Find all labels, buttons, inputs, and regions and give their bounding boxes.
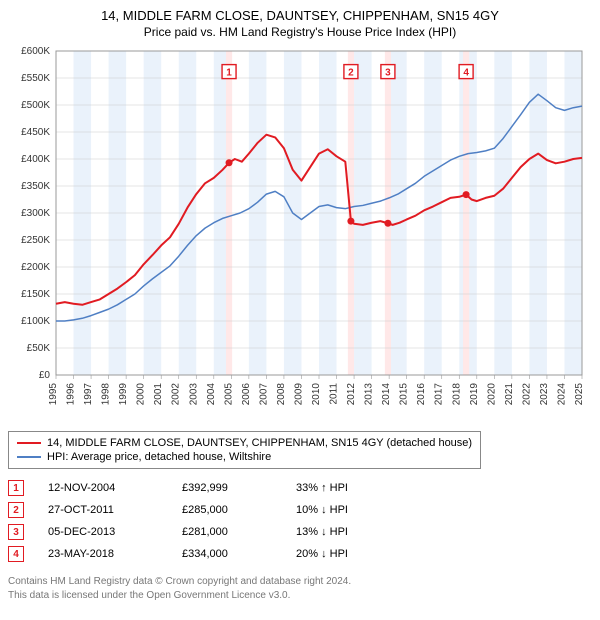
svg-text:1999: 1999: [118, 383, 129, 406]
legend: 14, MIDDLE FARM CLOSE, DAUNTSEY, CHIPPEN…: [8, 431, 481, 469]
svg-text:£450K: £450K: [21, 127, 50, 138]
sale-hpi-diff: 13% ↓ HPI: [296, 526, 406, 538]
sale-hpi-diff: 20% ↓ HPI: [296, 548, 406, 560]
svg-text:2015: 2015: [399, 383, 410, 406]
svg-text:1996: 1996: [66, 383, 77, 406]
footer-line2: This data is licensed under the Open Gov…: [8, 589, 592, 603]
svg-text:2003: 2003: [188, 383, 199, 406]
sale-price: £334,000: [182, 548, 272, 560]
svg-text:2007: 2007: [258, 383, 269, 406]
sale-hpi-diff: 10% ↓ HPI: [296, 504, 406, 516]
legend-item: HPI: Average price, detached house, Wilt…: [17, 450, 472, 464]
legend-swatch: [17, 456, 41, 458]
title-line1: 14, MIDDLE FARM CLOSE, DAUNTSEY, CHIPPEN…: [8, 8, 592, 23]
svg-text:2014: 2014: [381, 383, 392, 406]
svg-text:2019: 2019: [469, 383, 480, 406]
svg-text:1997: 1997: [83, 383, 94, 406]
svg-text:2024: 2024: [556, 383, 567, 406]
legend-swatch: [17, 442, 41, 444]
svg-text:2021: 2021: [504, 383, 515, 406]
sale-hpi-diff: 33% ↑ HPI: [296, 482, 406, 494]
title-line2: Price paid vs. HM Land Registry's House …: [8, 25, 592, 39]
svg-text:2013: 2013: [364, 383, 375, 406]
sale-marker-badge: 1: [8, 480, 24, 496]
svg-text:2009: 2009: [293, 383, 304, 406]
svg-text:2017: 2017: [434, 383, 445, 406]
sales-table: 1 12-NOV-2004 £392,999 33% ↑ HPI 2 27-OCT-201…: [8, 477, 592, 565]
footer-attribution: Contains HM Land Registry data © Crown c…: [8, 575, 592, 602]
svg-text:1995: 1995: [48, 383, 59, 406]
svg-text:2016: 2016: [416, 383, 427, 406]
svg-text:2010: 2010: [311, 383, 322, 406]
svg-text:£500K: £500K: [21, 100, 50, 111]
svg-text:2022: 2022: [521, 383, 532, 406]
svg-text:2005: 2005: [223, 383, 234, 406]
legend-item: 14, MIDDLE FARM CLOSE, DAUNTSEY, CHIPPEN…: [17, 436, 472, 450]
svg-text:£100K: £100K: [21, 316, 50, 327]
svg-text:1998: 1998: [101, 383, 112, 406]
svg-text:2006: 2006: [241, 383, 252, 406]
svg-text:2004: 2004: [206, 383, 217, 406]
svg-text:£550K: £550K: [21, 73, 50, 84]
svg-text:£0: £0: [39, 370, 51, 381]
svg-text:2000: 2000: [136, 383, 147, 406]
svg-text:2008: 2008: [276, 383, 287, 406]
svg-text:2011: 2011: [329, 383, 340, 405]
svg-text:£300K: £300K: [21, 208, 50, 219]
svg-text:2001: 2001: [153, 383, 164, 406]
svg-text:£150K: £150K: [21, 289, 50, 300]
svg-text:£350K: £350K: [21, 181, 50, 192]
svg-text:£200K: £200K: [21, 262, 50, 273]
legend-label: 14, MIDDLE FARM CLOSE, DAUNTSEY, CHIPPEN…: [47, 437, 472, 449]
chart-title-block: 14, MIDDLE FARM CLOSE, DAUNTSEY, CHIPPEN…: [8, 8, 592, 39]
svg-text:2023: 2023: [539, 383, 550, 406]
sale-price: £285,000: [182, 504, 272, 516]
svg-text:£600K: £600K: [21, 46, 50, 57]
sale-date: 23-MAY-2018: [48, 548, 158, 560]
sale-row: 1 12-NOV-2004 £392,999 33% ↑ HPI: [8, 477, 592, 499]
svg-text:£50K: £50K: [27, 343, 51, 354]
sale-date: 12-NOV-2004: [48, 482, 158, 494]
sale-row: 4 23-MAY-2018 £334,000 20% ↓ HPI: [8, 543, 592, 565]
sale-marker-badge: 3: [8, 524, 24, 540]
svg-text:4: 4: [463, 68, 469, 79]
sale-date: 27-OCT-2011: [48, 504, 158, 516]
price-chart: £0 £50K £100K £150K £200K £250K £300K £350K £400…: [8, 45, 592, 425]
sale-row: 2 27-OCT-2011 £285,000 10% ↓ HPI: [8, 499, 592, 521]
svg-text:2002: 2002: [171, 383, 182, 406]
svg-text:3: 3: [385, 68, 391, 79]
sale-date: 05-DEC-2013: [48, 526, 158, 538]
svg-text:2012: 2012: [346, 383, 357, 406]
sale-price: £392,999: [182, 482, 272, 494]
svg-text:2018: 2018: [451, 383, 462, 406]
svg-text:2: 2: [348, 68, 354, 79]
sale-marker-badge: 2: [8, 502, 24, 518]
legend-label: HPI: Average price, detached house, Wilt…: [47, 451, 271, 463]
svg-text:£250K: £250K: [21, 235, 50, 246]
sale-marker-badge: 4: [8, 546, 24, 562]
svg-text:2025: 2025: [574, 383, 585, 406]
svg-text:2020: 2020: [486, 383, 497, 406]
svg-text:1: 1: [226, 68, 232, 79]
footer-line1: Contains HM Land Registry data © Crown c…: [8, 575, 592, 589]
sale-price: £281,000: [182, 526, 272, 538]
svg-text:£400K: £400K: [21, 154, 50, 165]
sale-row: 3 05-DEC-2013 £281,000 13% ↓ HPI: [8, 521, 592, 543]
